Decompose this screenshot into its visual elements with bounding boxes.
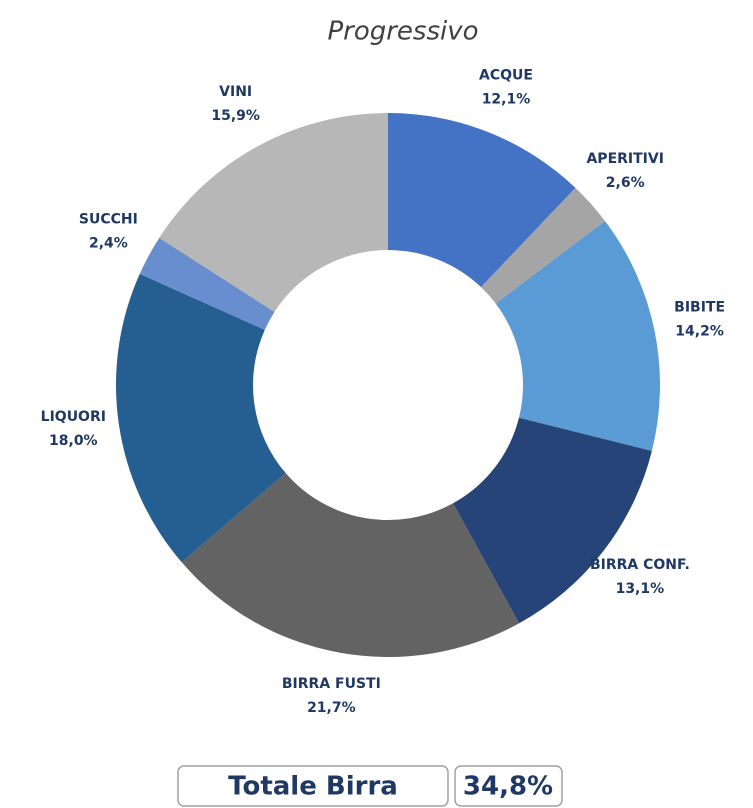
slice-category-label: SUCCHI [79, 212, 138, 228]
slice-value-label: 13,1% [616, 581, 665, 597]
total-label-box [177, 765, 449, 807]
slice-category-label: VINI [219, 84, 252, 100]
total-value-box [454, 765, 563, 807]
slice-value-label: 21,7% [307, 700, 356, 716]
slice-category-label: LIQUORI [41, 409, 106, 425]
slice-value-label: 15,9% [211, 108, 260, 124]
slice-value-label: 18,0% [49, 433, 98, 449]
slice-value-label: 14,2% [675, 323, 724, 339]
slice-category-label: BIBITE [674, 299, 725, 315]
slice-category-label: BIRRA FUSTI [282, 676, 381, 692]
total-label: Totale Birra [228, 772, 398, 802]
slice-value-label: 2,4% [89, 236, 128, 252]
slice [159, 113, 388, 312]
slice [481, 187, 606, 304]
slice-category-label: APERITIVI [586, 151, 663, 167]
chart-title: Progressivo [327, 17, 478, 47]
slice [181, 472, 520, 657]
slice [115, 273, 286, 563]
slice-category-label: BIRRA CONF. [590, 557, 690, 573]
slice [139, 237, 275, 330]
slice-value-label: 2,6% [606, 175, 645, 191]
slice [388, 113, 576, 288]
slice-category-label: ACQUE [479, 68, 533, 84]
slice [453, 417, 652, 624]
slice [495, 221, 660, 451]
total-value: 34,8% [463, 772, 553, 802]
slice-value-label: 12,1% [482, 92, 531, 108]
